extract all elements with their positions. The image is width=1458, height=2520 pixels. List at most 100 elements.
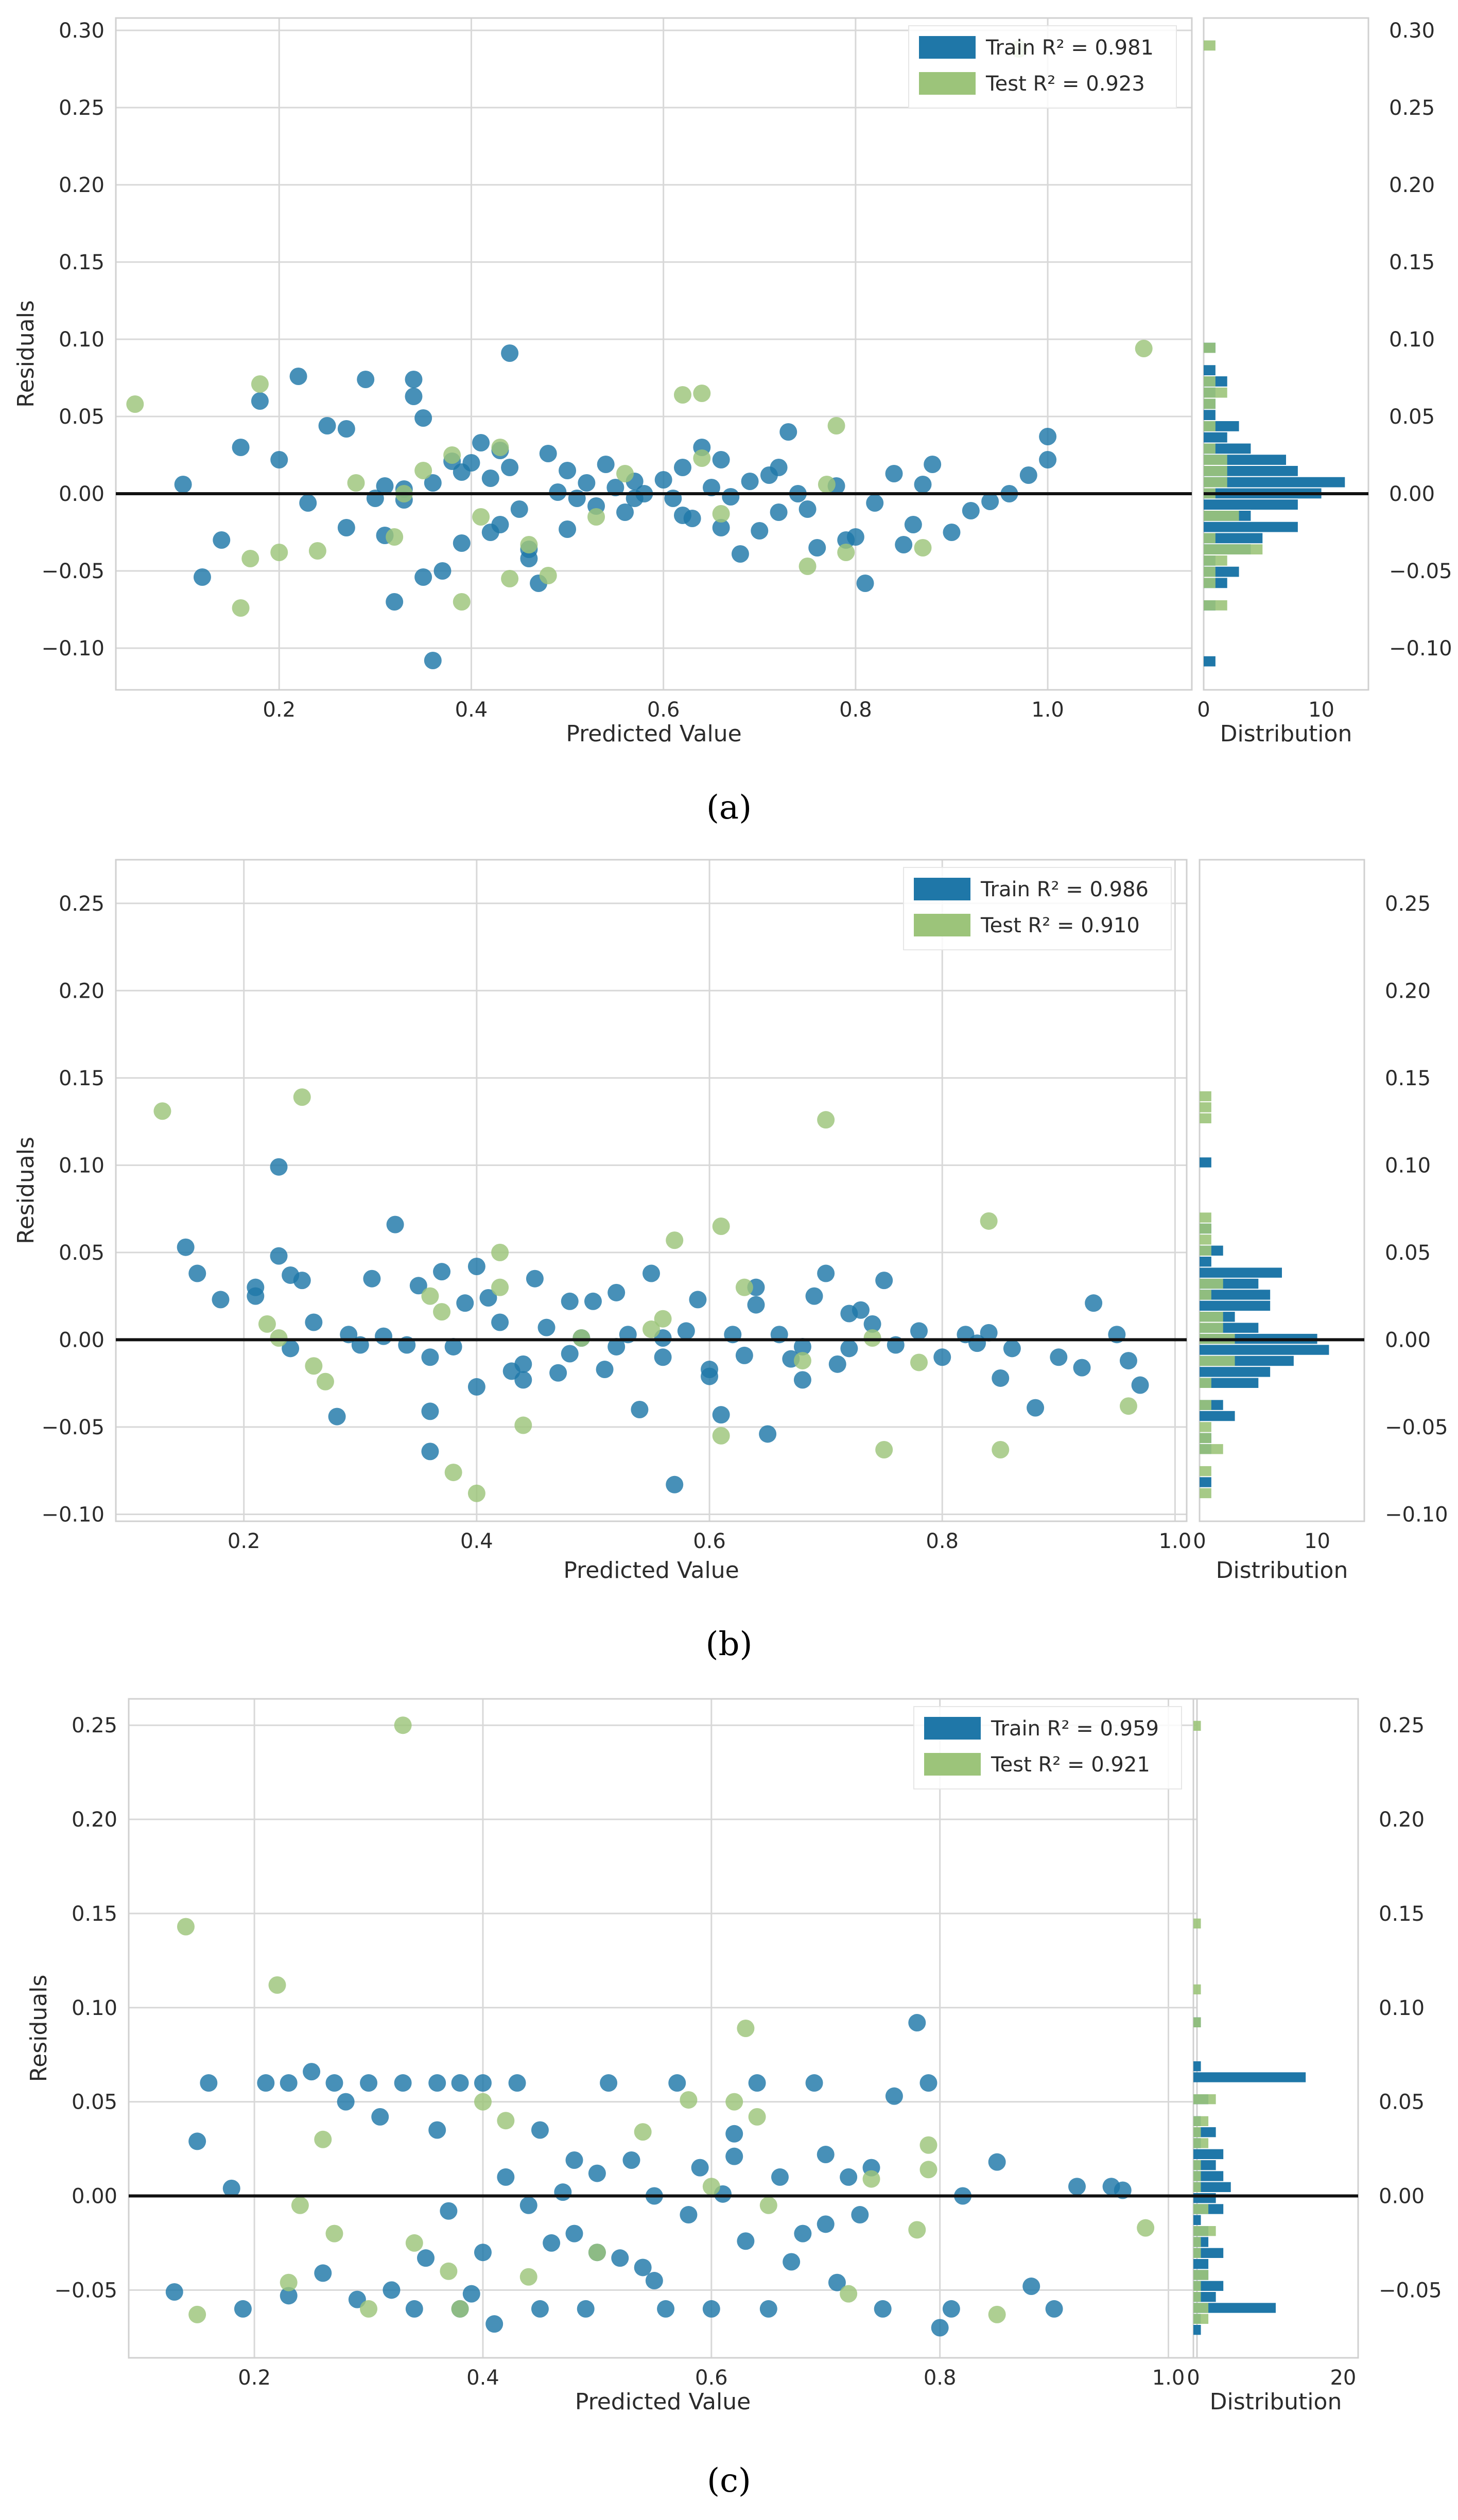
train-point (280, 2287, 298, 2305)
test-hist-bar (1200, 1113, 1211, 1123)
test-point (837, 544, 855, 561)
test-point (293, 1088, 311, 1106)
train-point (783, 2253, 801, 2271)
train-hist-bar (1200, 1300, 1271, 1311)
test-point (491, 1243, 509, 1261)
train-point (549, 1364, 567, 1382)
test-hist-bar (1200, 1488, 1211, 1499)
test-hist-bar (1193, 2303, 1209, 2313)
test-hist-bar (1193, 2160, 1201, 2170)
train-point (1003, 1340, 1021, 1358)
train-point (405, 371, 423, 388)
test-point (737, 2020, 755, 2037)
train-hist-bar (1204, 533, 1263, 544)
train-hist-bar (1200, 1257, 1211, 1267)
train-point (501, 344, 519, 362)
train-point (337, 2093, 355, 2111)
test-hist-bar (1200, 1312, 1223, 1322)
train-point (600, 2074, 618, 2092)
train-hist-bar (1193, 2149, 1224, 2159)
test-point (1135, 340, 1153, 357)
train-point (578, 474, 596, 492)
test-point (980, 1212, 998, 1230)
train-point (933, 1348, 951, 1366)
panel-b: −0.10 −0.10 −0.05 −0.05 0.00 0.00 0.05 0.05 0.10… (13, 859, 1448, 1663)
y-tick-label: 0.05 (59, 1241, 105, 1265)
train-point (856, 575, 874, 592)
test-hist-bar (1200, 1091, 1211, 1102)
train-point (747, 1296, 765, 1314)
test-point (270, 544, 288, 561)
train-hist-bar (1193, 2215, 1201, 2225)
y-tick-label: 0.15 (59, 251, 105, 274)
test-point (862, 2170, 880, 2188)
train-point (597, 456, 615, 473)
train-point (851, 2206, 869, 2224)
train-point (885, 2087, 903, 2105)
test-point (491, 1278, 509, 1296)
train-point (1039, 451, 1057, 468)
train-point (222, 2179, 240, 2197)
train-hist-bar (1193, 2303, 1276, 2313)
legend-train-label: Train R² = 0.981 (985, 36, 1154, 60)
x-tick-label: 1.0 (1031, 698, 1064, 722)
train-point (451, 2074, 469, 2092)
train-point (514, 1371, 532, 1389)
hist-y-tick-label: 0.10 (1379, 1996, 1425, 2020)
test-hist-bar (1204, 376, 1216, 387)
train-point (414, 568, 432, 586)
test-point (666, 1231, 684, 1249)
legend-train-swatch (924, 1717, 981, 1740)
train-point (712, 519, 730, 536)
train-point (270, 1158, 288, 1176)
test-point (908, 2221, 926, 2239)
train-point (875, 1272, 893, 1290)
x-axis-label: Predicted Value (566, 721, 741, 747)
train-point (793, 1337, 811, 1355)
hist-y-tick-label: 0.05 (1389, 405, 1435, 429)
train-point (631, 1401, 649, 1419)
test-hist-bar (1200, 1433, 1211, 1444)
test-point (712, 1218, 730, 1236)
test-point (251, 375, 269, 393)
train-point (193, 568, 211, 586)
train-point (611, 2249, 629, 2267)
x-tick-label: 0.8 (924, 2366, 957, 2390)
train-point (337, 519, 355, 536)
test-point (818, 476, 836, 493)
train-hist-bar (1204, 499, 1298, 510)
test-point (712, 1427, 730, 1445)
test-hist-bar (1193, 2237, 1201, 2247)
legend-train-label: Train R² = 0.986 (980, 878, 1149, 901)
train-point (421, 1348, 439, 1366)
train-point (817, 2146, 835, 2164)
train-point (299, 494, 317, 512)
train-point (414, 409, 432, 427)
train-point (799, 500, 817, 518)
test-hist-bar (1193, 2094, 1216, 2105)
y-axis-label: Residuals (13, 1137, 39, 1244)
y-tick-label: 0.20 (59, 173, 105, 197)
legend-test-label: Test R² = 0.910 (980, 914, 1140, 937)
test-hist-bar (1200, 1212, 1211, 1223)
train-point (232, 439, 250, 456)
train-point (924, 456, 942, 473)
train-point (561, 1345, 579, 1363)
panel-caption: (b) (706, 1625, 753, 1663)
train-point (737, 2232, 755, 2250)
hist-y-tick-label: 0.20 (1385, 979, 1431, 1003)
legend-train-swatch (919, 36, 976, 59)
test-point (799, 558, 817, 575)
train-point (462, 2285, 480, 2303)
train-point (251, 392, 269, 410)
train-hist-bar (1200, 1290, 1271, 1300)
train-hist-bar (1193, 2061, 1201, 2072)
test-point (440, 2262, 458, 2280)
train-point (931, 2319, 949, 2337)
train-point (386, 1215, 404, 1233)
train-point (1085, 1294, 1103, 1312)
test-hist-bar (1204, 566, 1216, 577)
train-point (383, 2281, 401, 2299)
y-tick-label: 0.15 (72, 1902, 117, 1926)
hist-y-tick-label: −0.05 (1385, 1416, 1448, 1439)
